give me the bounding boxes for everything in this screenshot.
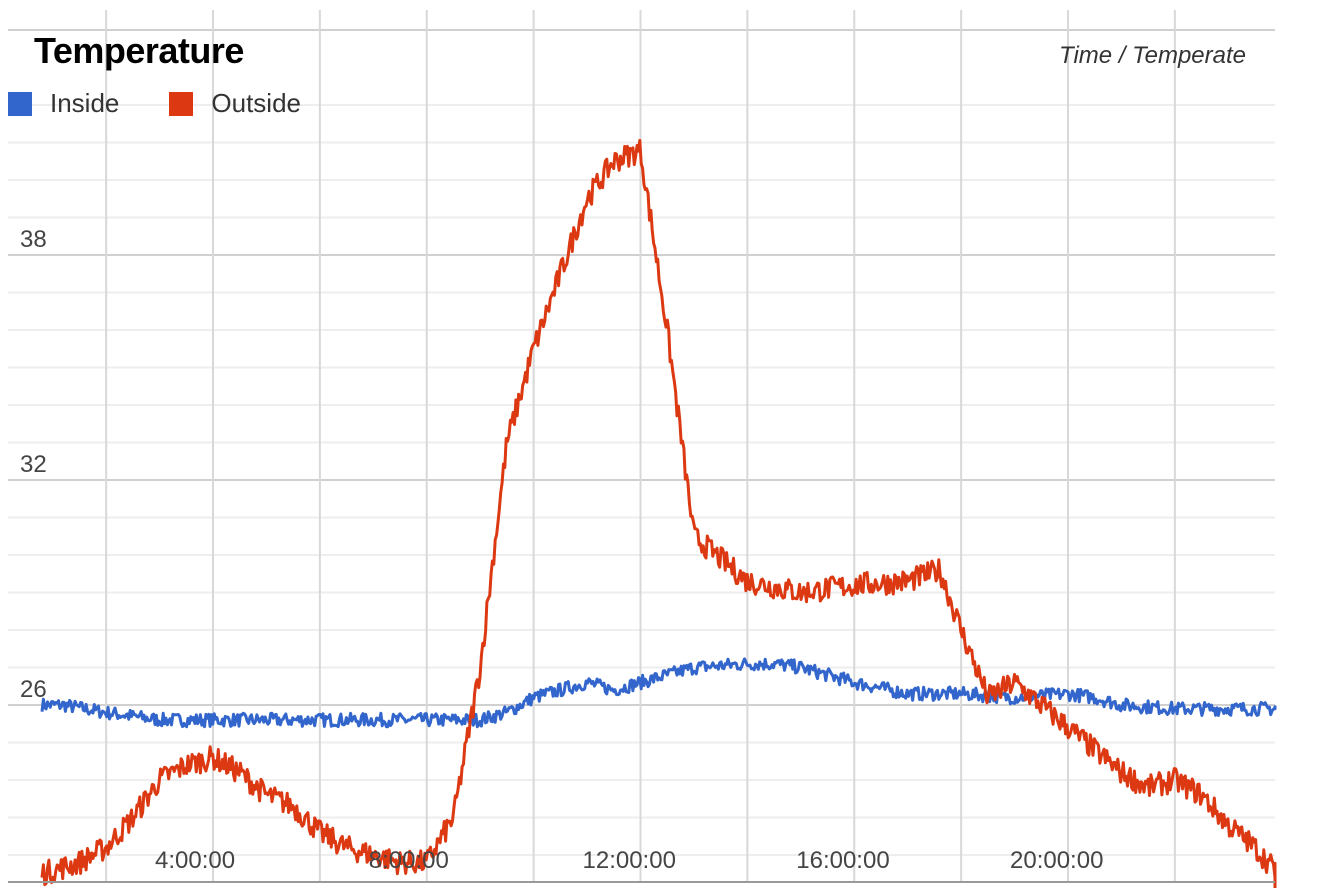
legend-swatch-outside: [169, 91, 194, 116]
chart-title: Temperature: [34, 30, 244, 71]
legend-swatch-inside: [8, 91, 32, 116]
x-tick-label: 8:00:00: [369, 847, 449, 874]
x-tick-label: 20:00:00: [1010, 847, 1103, 874]
x-tick-label: 4:00:00: [155, 847, 235, 874]
axes-caption: Time / Temperate: [1059, 42, 1246, 69]
legend: Inside Outside: [8, 88, 351, 119]
legend-label-outside: Outside: [211, 88, 301, 118]
legend-label-inside: Inside: [50, 88, 120, 118]
x-tick-label: 12:00:00: [583, 847, 676, 874]
y-tick-label: 26: [20, 676, 47, 703]
legend-item-outside[interactable]: Outside: [169, 88, 301, 119]
legend-item-inside[interactable]: Inside: [8, 88, 119, 119]
y-tick-label: 32: [20, 451, 47, 478]
series-line-outside: [40, 138, 1277, 888]
series-line-inside: [40, 657, 1277, 729]
x-tick-label: 16:00:00: [796, 847, 889, 874]
series-group: [40, 138, 1277, 888]
y-tick-label: 38: [20, 226, 47, 253]
